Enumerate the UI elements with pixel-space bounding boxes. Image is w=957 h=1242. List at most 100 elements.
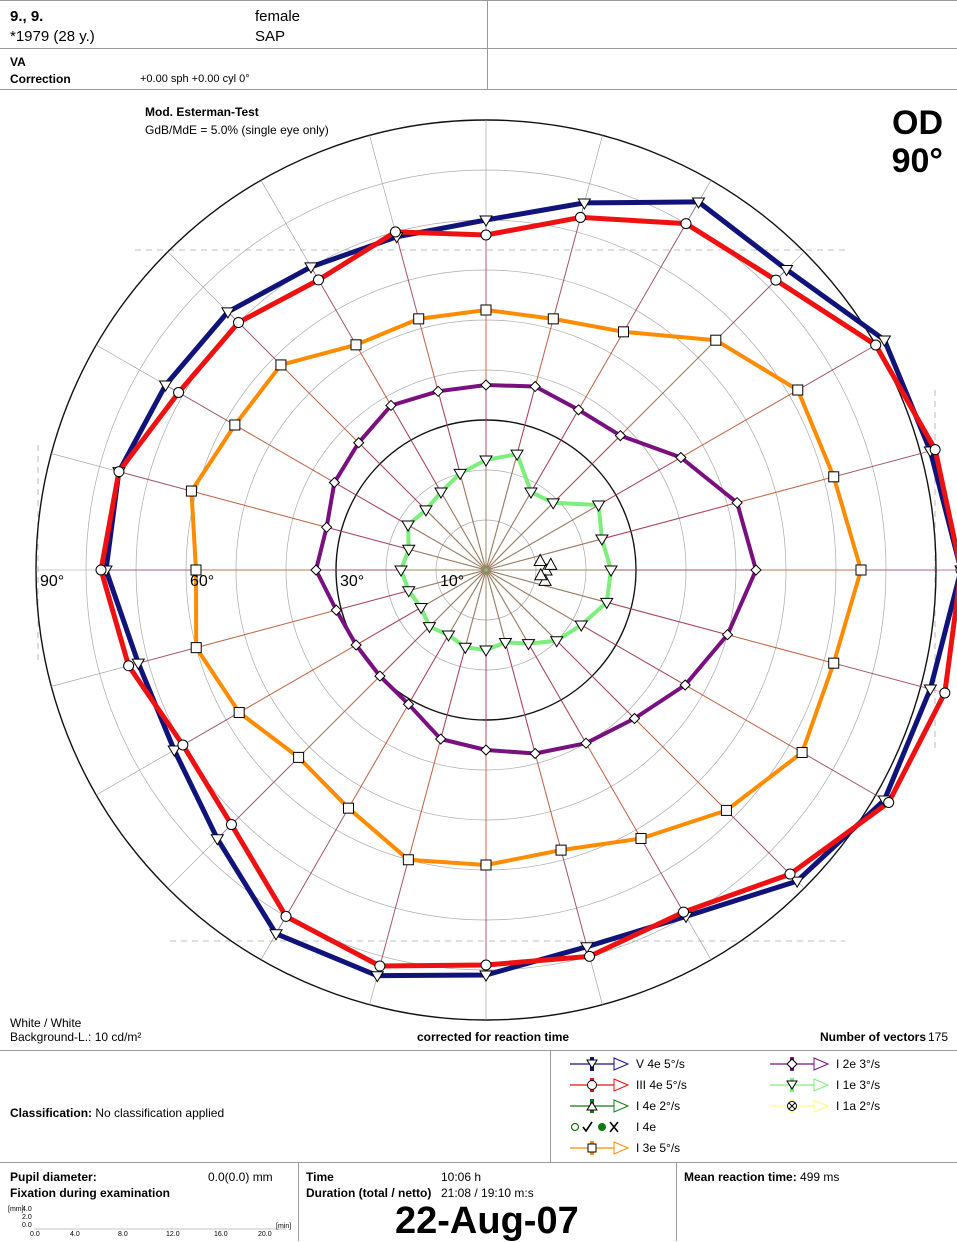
marker-I2e-17 xyxy=(434,733,447,745)
marker-I3e-7 xyxy=(413,313,425,325)
marker-I1e-3 xyxy=(546,498,561,510)
vector-I3e-20 xyxy=(485,569,642,839)
vector-V4e-17 xyxy=(376,569,487,976)
marker-I1e-19 xyxy=(498,637,513,650)
vector-I2e-19 xyxy=(485,569,536,754)
vectors-label: Number of vectors xyxy=(820,1030,927,1044)
legend-item-0: V 4e 5°/s xyxy=(570,1056,685,1072)
marker-I1e-6 xyxy=(479,455,493,467)
vector-I2e-5 xyxy=(485,386,536,571)
marker-I1e-10 xyxy=(401,520,415,532)
vector-I3e-2 xyxy=(485,389,799,571)
marker-V4e-2 xyxy=(877,335,892,347)
marker-V4e-10 xyxy=(158,380,173,392)
vector-V4e-10 xyxy=(165,384,487,571)
marker-I1e-15 xyxy=(422,622,437,634)
marker-V4e-23 xyxy=(923,684,938,697)
vector-I3e-9 xyxy=(280,364,487,571)
legend-label-6: I 1e 3°/s xyxy=(836,1078,881,1092)
marker-V4e-14 xyxy=(167,745,182,757)
legend-symbol-diamond xyxy=(770,1057,830,1071)
legend-label-7: I 1a 2°/s xyxy=(836,1099,881,1113)
marker-I3e-6 xyxy=(480,304,492,316)
legend-label-3: I 4e xyxy=(636,1120,657,1134)
fix-x-unit: [min] xyxy=(276,1223,291,1230)
test-name: Mod. Esterman-Test xyxy=(145,105,259,119)
mean-rt-label: Mean reaction time: xyxy=(684,1170,797,1184)
legend-item-5: I 2e 3°/s xyxy=(770,1056,880,1072)
isopters xyxy=(98,199,957,979)
vector-I3e-21 xyxy=(485,569,727,811)
marker-I1e-4 xyxy=(524,487,538,500)
fix-x-tick-3: 12.0 xyxy=(166,1231,180,1238)
marker-I2e-11 xyxy=(320,521,333,534)
meridian-45 xyxy=(485,251,805,571)
vector-V4e-23 xyxy=(485,569,931,690)
marker-I1e-2 xyxy=(591,500,606,512)
blind-spot-marker-3 xyxy=(543,557,558,570)
vector-V4e-3 xyxy=(485,269,787,571)
legend-symbol-circle xyxy=(570,1078,630,1092)
marker-III4e-18 xyxy=(480,959,492,971)
marker-V4e-4 xyxy=(691,197,706,209)
marker-I1e-22 xyxy=(574,620,589,632)
marker-I2e-22 xyxy=(679,679,691,691)
isopter-markers xyxy=(95,197,957,983)
vector-I3e-13 xyxy=(196,569,487,649)
vector-I1e-16 xyxy=(448,569,487,636)
marker-I1e-16 xyxy=(441,630,456,642)
vector-III4e-1 xyxy=(485,449,936,571)
marker-I1e-13 xyxy=(401,586,416,598)
marker-I3e-0 xyxy=(855,564,867,576)
marker-I2e-6 xyxy=(480,379,492,391)
vector-I2e-7 xyxy=(437,391,487,571)
marker-I3e-18 xyxy=(480,859,492,871)
legend-label-1: III 4e 5°/s xyxy=(636,1078,687,1092)
legend-item-6: I 1e 3°/s xyxy=(770,1077,880,1093)
chart-bottom-border xyxy=(0,1050,957,1051)
meridian-15 xyxy=(485,453,921,571)
marker-I1e-5 xyxy=(510,449,524,462)
chart-top-border xyxy=(0,89,957,90)
marker-I3e-22 xyxy=(796,747,808,758)
marker-I3e-14 xyxy=(233,707,245,718)
marker-III4e-1 xyxy=(929,444,941,456)
marker-I1e-14 xyxy=(414,603,428,615)
vector-III4e-16 xyxy=(285,569,487,917)
vector-I3e-4 xyxy=(485,331,624,571)
vector-I3e-1 xyxy=(485,476,834,571)
vector-I1e-7 xyxy=(459,473,487,571)
vector-I1e-10 xyxy=(407,524,487,571)
marker-III4e-14 xyxy=(177,739,189,751)
vector-I1e-17 xyxy=(464,569,487,648)
vector-V4e-14 xyxy=(173,569,487,751)
marker-III4e-21 xyxy=(784,868,796,880)
vector-I1e-4 xyxy=(485,491,532,571)
vector-III4e-5 xyxy=(485,217,581,571)
vector-III4e-11 xyxy=(118,471,487,571)
marker-I3e-3 xyxy=(710,334,722,346)
marker-I1e-9 xyxy=(419,505,433,517)
meridian-75 xyxy=(485,135,603,571)
marker-I3e-23 xyxy=(828,657,840,669)
background-label: Background-L.: 10 cd/m² xyxy=(10,1030,142,1044)
marker-V4e-19 xyxy=(580,942,594,954)
classification-value: No classification applied xyxy=(95,1106,225,1120)
bottom-divider-2 xyxy=(676,1162,677,1241)
marker-I2e-18 xyxy=(480,744,492,756)
marker-III4e-20 xyxy=(678,906,689,918)
marker-I2e-15 xyxy=(374,670,386,682)
marker-III4e-2 xyxy=(870,339,882,351)
marker-I2e-7 xyxy=(432,385,444,398)
vector-I3e-19 xyxy=(485,569,562,851)
marker-I1e-21 xyxy=(549,636,564,648)
marker-I3e-2 xyxy=(792,384,804,396)
marker-I2e-1 xyxy=(731,496,743,509)
marker-III4e-7 xyxy=(389,226,401,238)
marker-I2e-8 xyxy=(385,399,397,412)
marker-I2e-10 xyxy=(328,476,341,489)
fix-y-tick-1: 2.0 xyxy=(22,1214,32,1221)
fix-x-tick-0: 0.0 xyxy=(30,1231,40,1238)
marker-I3e-5 xyxy=(547,313,559,325)
vector-I3e-10 xyxy=(234,424,487,571)
